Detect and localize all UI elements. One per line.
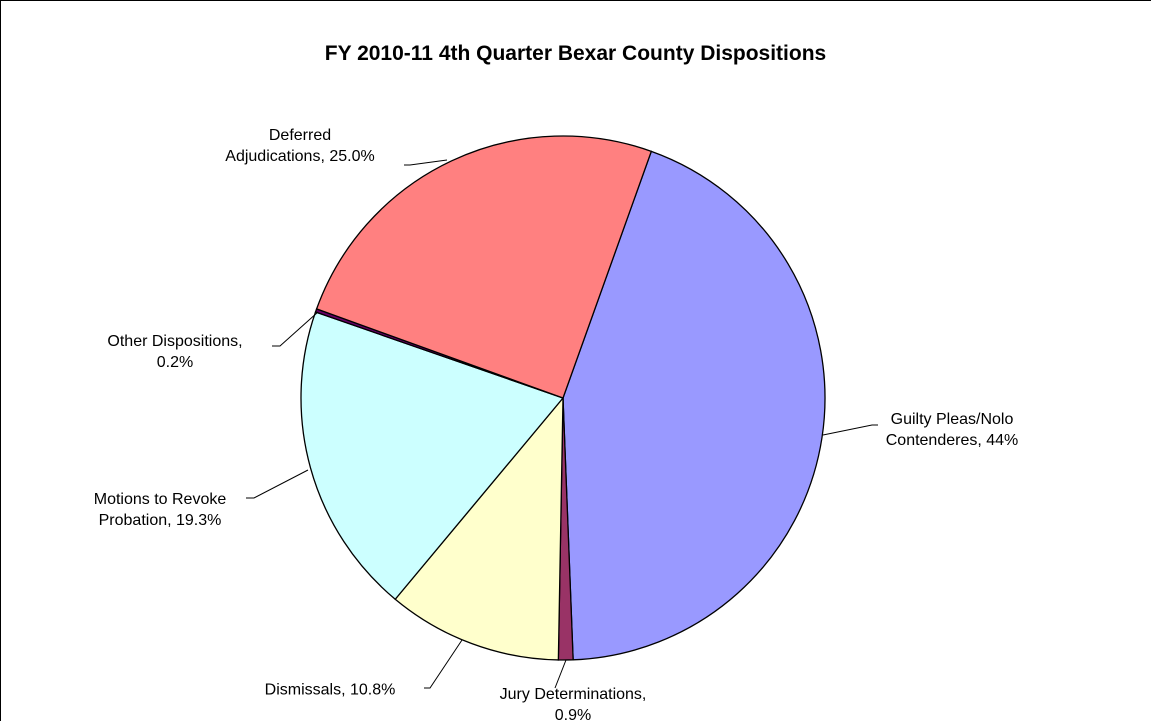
pie-slice xyxy=(300,311,565,601)
pie-slice xyxy=(562,150,826,661)
data-label: Guilty Pleas/Nolo Contenderes, 44% xyxy=(885,411,1019,449)
chart-title: FY 2010-11 4th Quarter Bexar County Disp… xyxy=(324,42,827,65)
leader-line xyxy=(554,659,567,689)
leader-line xyxy=(246,469,309,499)
leader-line xyxy=(404,159,448,166)
data-label: Dismissals, 10.8% xyxy=(264,681,396,699)
data-label: Motions to Revoke Probation, 19.3% xyxy=(93,491,227,529)
data-label: Other Dispositions, 0.2% xyxy=(107,333,243,371)
leader-line xyxy=(822,424,878,436)
data-label: Deferred Adjudications, 25.0% xyxy=(225,127,375,165)
data-label: Jury Determinations, 0.9% xyxy=(499,686,647,721)
leader-line xyxy=(272,311,319,347)
pie-slice xyxy=(315,135,653,399)
pie-slice xyxy=(394,396,564,661)
leader-line xyxy=(424,639,463,689)
